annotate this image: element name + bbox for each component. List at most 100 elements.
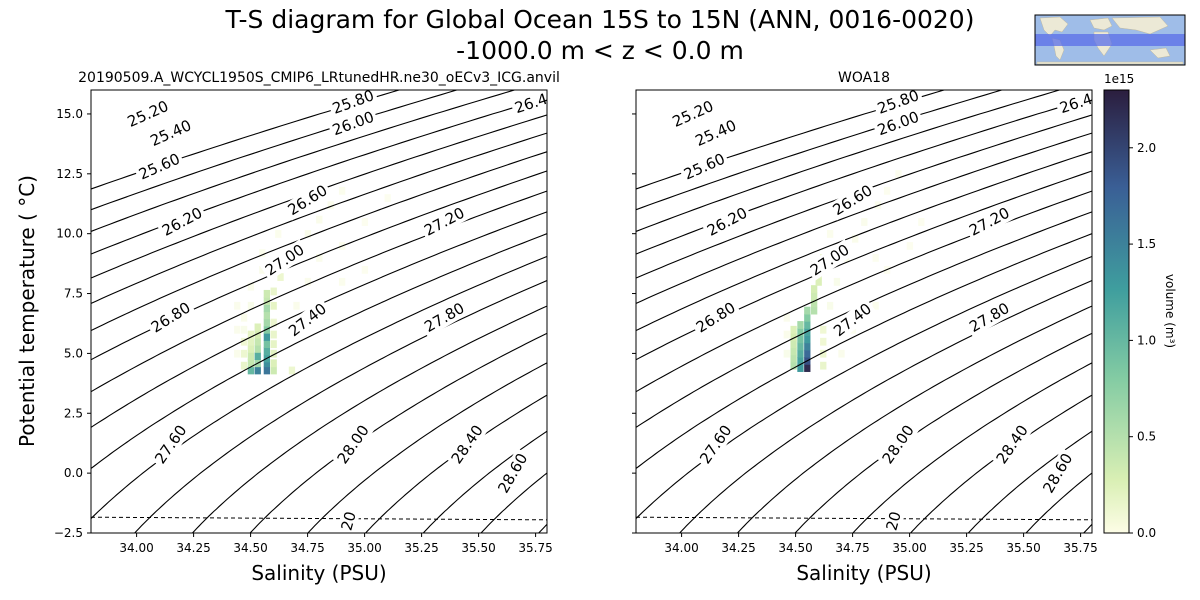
contour-label-bg <box>804 239 855 281</box>
heatmap-cell <box>883 186 891 195</box>
heatmap-cell <box>234 301 241 310</box>
y-tick-label: 10.0 <box>56 227 83 241</box>
isopycnal-line <box>91 255 547 520</box>
heatmap-cell <box>826 301 834 310</box>
colorbar-tick-label: 2.0 <box>1137 141 1156 155</box>
panel-obs: WOA18 25.2025.4025.6025.8026.0026.2026.4… <box>632 70 1098 585</box>
heatmap-cell <box>361 218 369 226</box>
isopycnal-line <box>91 114 547 279</box>
contour-label-bg <box>283 298 333 342</box>
x-tick-label: 35.75 <box>1063 541 1097 555</box>
heatmap-cell <box>263 340 271 349</box>
heatmap-cell <box>797 349 804 358</box>
heatmap-cell <box>247 352 255 360</box>
heatmap-cell <box>918 218 925 226</box>
heatmap-cell <box>810 306 818 315</box>
contour-label-bg <box>446 419 489 470</box>
contour-label-bg <box>332 419 375 470</box>
heatmap-cell <box>790 361 797 370</box>
isopycnal-line <box>191 305 547 533</box>
heatmap-cell <box>872 254 879 262</box>
contour-label-bg <box>133 148 185 185</box>
isopycnal-line <box>636 132 1092 305</box>
heatmap-cell <box>259 249 266 258</box>
heatmap-cell <box>797 364 804 372</box>
contour-label-bg <box>122 95 174 132</box>
contour-label: 27.60 <box>696 422 735 468</box>
contour-label-bg <box>678 148 730 185</box>
heatmap-cell <box>240 337 248 346</box>
heatmap-cell <box>270 287 277 296</box>
heatmap-cell <box>790 333 797 341</box>
isopycnal-line <box>91 190 547 393</box>
contour-label: 26.60 <box>830 181 876 219</box>
isopycnal-line <box>636 190 1092 393</box>
x-tick-label: 35.50 <box>1006 541 1040 555</box>
plot-frame-obs <box>635 89 1093 534</box>
contour-label: 20 <box>882 509 904 532</box>
heatmap-cell <box>247 282 255 291</box>
y-tick-label: −2.5 <box>54 526 83 540</box>
heatmap-cell <box>820 361 827 370</box>
contour-label-bg <box>1054 90 1092 118</box>
heatmap-cell <box>263 318 271 327</box>
contour-label-bg <box>872 90 924 119</box>
x-tick-label: 34.75 <box>835 541 869 555</box>
heatmap-cell <box>270 366 277 375</box>
heatmap-cell <box>247 366 255 375</box>
y-tick-label: 0.0 <box>64 466 83 480</box>
isopycnal-line <box>636 233 1092 470</box>
heatmap-cell <box>270 318 277 327</box>
heatmap-cell <box>804 321 811 329</box>
contour-label: 25.60 <box>681 150 728 184</box>
contour-label-bg <box>701 202 753 241</box>
contour-label-bg <box>418 202 470 241</box>
colorbar-label: volume (m³) <box>1163 274 1177 348</box>
contour-label: 25.40 <box>148 116 195 150</box>
heatmap-cell <box>804 342 811 351</box>
heatmap-cell <box>254 366 261 375</box>
heatmap-cell <box>327 201 334 210</box>
heatmap-cell <box>234 325 241 334</box>
isopycnal-line <box>364 394 547 533</box>
contour-label: 28.00 <box>334 422 373 468</box>
isopycnal-line <box>91 90 517 233</box>
isopycnal-line <box>91 90 402 190</box>
map-landmass <box>1039 16 1069 37</box>
ylabel: Potential temperature ( °C) <box>15 175 39 447</box>
contour-label: 27.20 <box>966 204 1012 240</box>
isopycnal-line <box>307 362 547 533</box>
contour-label: 28.60 <box>494 450 531 496</box>
heatmap-cell <box>247 301 255 310</box>
colorbar-tick-label: 1.5 <box>1137 237 1156 251</box>
figure-title-line2: -1000.0 m < z < 0.0 m <box>456 36 744 65</box>
isopycnal-line <box>91 90 459 211</box>
isopycnal-line <box>794 332 1092 533</box>
heatmap-cell <box>815 277 822 286</box>
heatmap-cell <box>810 299 818 308</box>
freezing-line <box>636 516 1092 521</box>
heatmap-cell <box>797 356 804 365</box>
heatmap-cell <box>790 340 797 349</box>
contour-label: 27.60 <box>151 422 190 468</box>
contour-label-bg <box>877 419 920 470</box>
heatmap-cell <box>263 311 271 320</box>
heatmap-cell <box>797 321 804 329</box>
colorbar-frame <box>1103 89 1130 534</box>
heatmap-cell <box>833 277 841 286</box>
isopycnal-line <box>636 151 1092 332</box>
heatmap-cell <box>254 337 261 346</box>
heatmap-cell <box>783 313 790 322</box>
heatmap-cell <box>304 277 312 286</box>
x-tick-label: 34.50 <box>233 541 267 555</box>
contour-label: 28.40 <box>448 422 487 468</box>
x-tick-label: 35.00 <box>347 541 381 555</box>
heatmap-cell <box>804 328 811 337</box>
heatmap-cell <box>810 292 818 301</box>
contour-label-bg <box>493 447 533 499</box>
heatmap-cell <box>254 352 261 360</box>
contour-label-bg <box>1038 447 1078 499</box>
map-landmass <box>1036 61 1184 65</box>
isopycnal-line <box>91 233 547 470</box>
contour-label-bg <box>964 297 1015 338</box>
